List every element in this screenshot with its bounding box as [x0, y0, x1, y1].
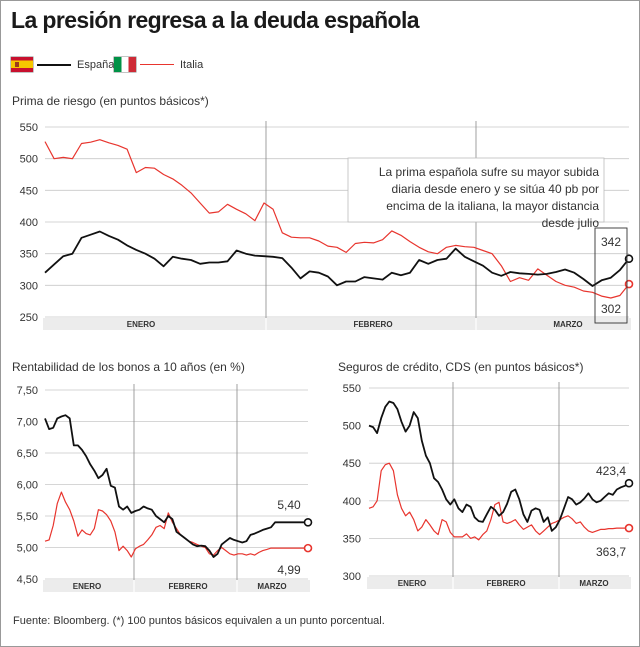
- end-values-box: [594, 227, 628, 324]
- end-point-bonos-italy: [303, 543, 313, 553]
- y-tick-label-prima: 350: [20, 249, 38, 261]
- month-band-bonos: [43, 580, 310, 592]
- page-title: La presión regresa a la deuda española: [11, 7, 420, 33]
- annotation-text: La prima española sufre su mayor subida: [379, 165, 599, 179]
- chart-title-bonos: Rentabilidad de los bonos a 10 años (en …: [12, 360, 245, 374]
- legend-line-spain: [37, 63, 71, 66]
- flag-italy-icon: [114, 57, 136, 72]
- chart-title-prima: Prima de riesgo (en puntos básicos*): [12, 94, 209, 108]
- y-tick-label-cds: 300: [343, 571, 361, 583]
- y-tick-label-prima: 400: [20, 217, 38, 229]
- annotation-text: desde julio: [542, 216, 600, 230]
- end-label-bonos-italy: 4,99: [277, 563, 301, 577]
- month-label-cds: MARZO: [579, 579, 608, 588]
- series-line-prima-italy: [44, 139, 630, 299]
- end-point-bonos-spain: [303, 517, 313, 527]
- legend-item-spain: España: [11, 57, 114, 72]
- series-line-cds-italy: [368, 462, 629, 541]
- month-band-prima: [43, 318, 631, 330]
- series-line-bonos-italy: [44, 491, 308, 558]
- end-label-cds-italy: 363,7: [596, 545, 626, 559]
- y-tick-label-prima: 550: [20, 122, 38, 134]
- chart-title-cds: Seguros de crédito, CDS (en puntos básic…: [338, 360, 583, 374]
- y-tick-label-cds: 500: [343, 421, 361, 433]
- y-tick-label-bonos: 6,50: [17, 448, 38, 460]
- month-label-cds: ENERO: [398, 579, 426, 588]
- legend-label-spain: España: [77, 58, 115, 71]
- month-band-cds: [367, 577, 631, 589]
- y-tick-label-bonos: 7,50: [17, 385, 38, 397]
- end-label-cds-spain: 423,4: [596, 464, 626, 478]
- y-tick-label-bonos: 4,50: [17, 574, 38, 586]
- y-tick-label-cds: 550: [343, 383, 361, 395]
- y-tick-label-cds: 350: [343, 533, 361, 545]
- y-tick-label-bonos: 6,00: [17, 480, 38, 492]
- month-label-prima: FEBRERO: [353, 320, 392, 329]
- series-line-cds-spain: [368, 400, 630, 532]
- y-tick-label-prima: 450: [20, 185, 38, 197]
- legend-line-italy: [140, 64, 174, 65]
- flag-spain-icon: [11, 57, 33, 72]
- y-tick-label-cds: 450: [343, 458, 361, 470]
- end-point-cds-italy: [624, 523, 634, 533]
- y-tick-label-cds: 400: [343, 496, 361, 508]
- month-label-cds: FEBRERO: [486, 579, 525, 588]
- annotation-text: diaria desde enero y se sitúa 40 pb por: [392, 182, 599, 196]
- month-label-prima: MARZO: [553, 320, 582, 329]
- end-point-prima-italy: [624, 279, 634, 289]
- y-tick-label-bonos: 5,50: [17, 511, 38, 523]
- end-label-bonos-spain: 5,40: [277, 498, 301, 512]
- month-label-bonos: ENERO: [73, 582, 101, 591]
- month-label-prima: ENERO: [127, 320, 155, 329]
- end-label-prima-italy: 302: [601, 302, 621, 316]
- y-tick-label-bonos: 5,00: [17, 543, 38, 555]
- source-note: Fuente: Bloomberg. (*) 100 puntos básico…: [13, 615, 385, 627]
- annotation-text: encima de la italiana, la mayor distanci…: [386, 199, 599, 213]
- annotation-box: [347, 157, 605, 223]
- month-label-bonos: MARZO: [257, 582, 286, 591]
- legend-item-italy: Italia: [114, 57, 203, 72]
- legend-label-italy: Italia: [180, 58, 204, 71]
- end-point-cds-spain: [624, 478, 634, 488]
- y-tick-label-prima: 500: [20, 154, 38, 166]
- series-line-bonos-spain: [44, 414, 308, 558]
- series-line-prima-spain: [44, 230, 630, 287]
- end-label-prima-spain: 342: [601, 235, 621, 249]
- y-tick-label-prima: 250: [20, 312, 38, 324]
- y-tick-label-bonos: 7,00: [17, 417, 38, 429]
- end-point-prima-spain: [624, 254, 634, 264]
- month-label-bonos: FEBRERO: [168, 582, 207, 591]
- y-tick-label-prima: 300: [20, 280, 38, 292]
